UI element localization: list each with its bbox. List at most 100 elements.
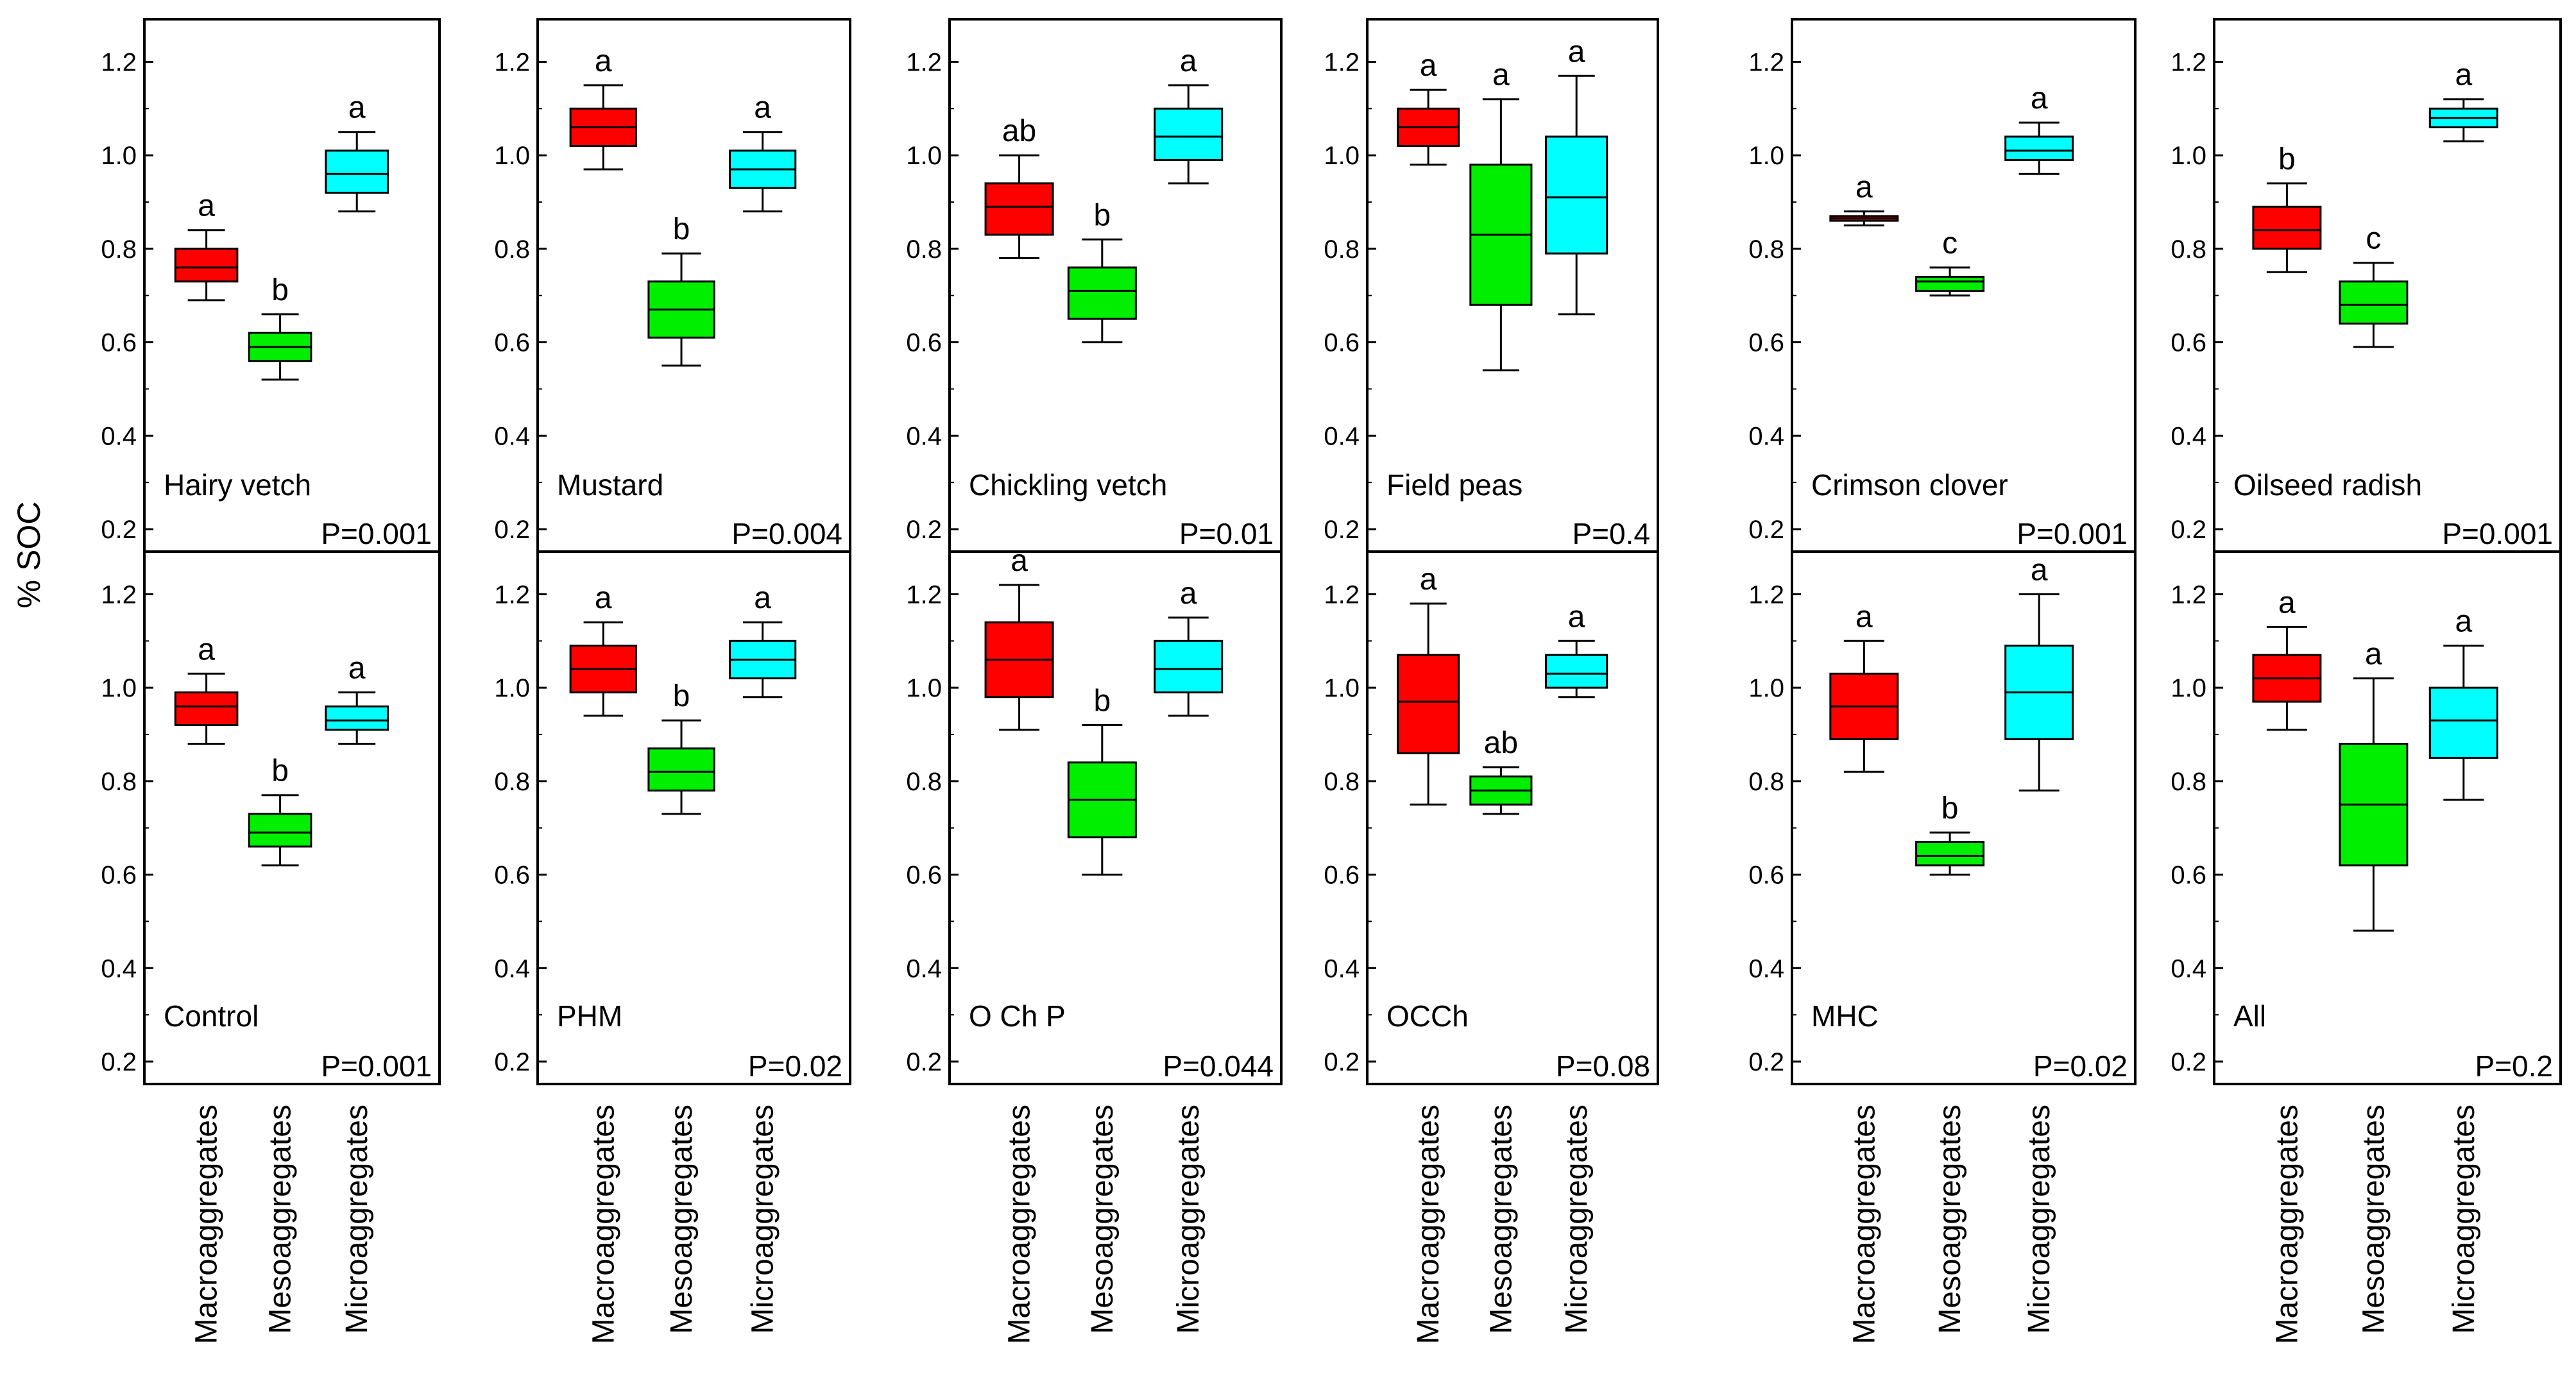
box-mesoaggregates: b: [647, 679, 715, 815]
panel-label: Mustard: [557, 468, 663, 502]
category-label-microaggregates: Microaggregates: [746, 1105, 780, 1334]
panel-crimson-clover: 0.2 0.4 0.6 0.8 1.0 1.2 a c a Crimson clover P=0.0…: [1748, 18, 2137, 553]
panel-frame: [2213, 550, 2562, 1085]
y-tick-label: 0.2: [494, 516, 530, 544]
box-macroaggregates: a: [984, 544, 1054, 731]
y-tick-label: 0.4: [2171, 422, 2206, 450]
box-body: [1545, 654, 1608, 689]
significance-letter: a: [1855, 171, 1873, 205]
box-microaggregates: a: [2428, 605, 2498, 801]
significance-letter: a: [198, 189, 215, 223]
panel-field-peas: 0.2 0.4 0.6 0.8 1.0 1.2 a a a Field peas P=0.4: [1324, 18, 1659, 553]
box-mesoaggregates: a: [1469, 58, 1533, 371]
category-label-mesoaggregates: Mesoaggregates: [2357, 1105, 2391, 1334]
p-value: P=0.001: [2442, 517, 2553, 550]
y-tick-label: 0.6: [906, 861, 942, 890]
panel-phm: 0.2 0.4 0.6 0.8 1.0 1.2 a b a PHM P=0.02 Macroaggre…: [494, 550, 851, 1344]
y-tick-label: 1.0: [2171, 142, 2206, 170]
significance-letter: b: [1941, 792, 1959, 826]
p-value: P=0.001: [2017, 517, 2128, 550]
significance-letter: b: [673, 679, 690, 713]
box-mesoaggregates: b: [248, 754, 312, 867]
significance-letter: b: [271, 273, 289, 307]
y-tick-label: 1.2: [101, 48, 137, 76]
box-macroaggregates: a: [2252, 586, 2322, 731]
significance-letter: a: [754, 581, 771, 615]
category-label-mesoaggregates: Mesoaggregates: [1933, 1105, 1967, 1334]
y-tick-label: 1.2: [1748, 48, 1784, 76]
box-microaggregates: a: [729, 91, 797, 213]
y-tick-label: 1.0: [906, 142, 942, 170]
box-body: [248, 813, 312, 848]
box-body: [1067, 266, 1137, 320]
panel-frame: [536, 550, 851, 1085]
p-value: P=0.4: [1573, 517, 1651, 550]
significance-letter: b: [2278, 142, 2296, 176]
panel-mhc: 0.2 0.4 0.6 0.8 1.0 1.2 a b a MHC P=0.02 Macroaggre…: [1748, 550, 2137, 1344]
significance-letter: a: [1180, 44, 1197, 78]
category-label-macroaggregates: Macroaggregates: [1847, 1105, 1881, 1344]
box-macroaggregates: a: [569, 44, 637, 171]
box-microaggregates: a: [729, 581, 797, 699]
p-value: P=0.2: [2475, 1049, 2554, 1083]
y-tick-label: 0.6: [2171, 861, 2206, 890]
category-label-mesoaggregates: Mesoaggregates: [1484, 1105, 1518, 1334]
y-tick-label: 0.8: [1748, 235, 1784, 264]
panel-frame: [143, 550, 441, 1085]
significance-letter: a: [1420, 563, 1437, 597]
y-tick-label: 1.2: [2171, 48, 2206, 76]
box-body: [2252, 205, 2322, 250]
box-microaggregates: a: [2428, 58, 2498, 142]
y-tick-label: 0.8: [101, 768, 137, 796]
significance-letter: a: [595, 581, 612, 615]
y-tick-label: 1.2: [1324, 48, 1360, 76]
box-body: [174, 248, 239, 283]
significance-letter: ab: [1484, 726, 1518, 760]
y-tick-label: 1.0: [101, 142, 137, 170]
category-label-mesoaggregates: Mesoaggregates: [1086, 1105, 1120, 1334]
y-tick-label: 1.2: [1324, 580, 1360, 609]
panel-label: Crimson clover: [1811, 468, 2008, 502]
y-tick-label: 1.0: [494, 142, 530, 170]
y-tick-label: 0.6: [101, 861, 137, 890]
significance-letter: b: [673, 212, 690, 246]
y-tick-label: 1.0: [1324, 674, 1360, 702]
box-microaggregates: a: [1154, 44, 1224, 185]
y-tick-label: 0.4: [1324, 954, 1360, 983]
significance-letter: a: [198, 632, 215, 666]
box-macroaggregates: b: [2252, 142, 2322, 273]
p-value: P=0.02: [748, 1049, 842, 1083]
y-axis-label: % SOC: [11, 502, 47, 609]
category-label-macroaggregates: Macroaggregates: [1003, 1105, 1037, 1344]
significance-letter: c: [2366, 222, 2381, 256]
significance-letter: a: [754, 91, 771, 125]
box-mesoaggregates: b: [248, 273, 312, 381]
y-tick-label: 0.8: [906, 235, 942, 264]
significance-letter: a: [2031, 81, 2048, 115]
category-label-microaggregates: Microaggregates: [2447, 1105, 2481, 1334]
p-value: P=0.044: [1163, 1049, 1274, 1083]
box-mesoaggregates: ab: [1469, 726, 1533, 815]
box-body: [647, 747, 715, 792]
y-tick-label: 0.2: [101, 1048, 137, 1076]
category-label-mesoaggregates: Mesoaggregates: [665, 1105, 699, 1334]
panel-label: O Ch P: [969, 999, 1066, 1033]
panel-mustard: 0.2 0.4 0.6 0.8 1.0 1.2 a b a Mustard P=0.004: [494, 18, 851, 553]
y-tick-label: 1.0: [494, 674, 530, 702]
y-tick-label: 0.8: [2171, 768, 2206, 796]
category-label-mesoaggregates: Mesoaggregates: [264, 1105, 298, 1334]
y-tick-label: 0.4: [1748, 954, 1784, 983]
panel-oilseed-radish: 0.2 0.4 0.6 0.8 1.0 1.2 b c a Oilseed radish P=0.0…: [2171, 18, 2562, 553]
panel-control: 0.2 0.4 0.6 0.8 1.0 1.2 a b a Control P=0.001 Macro…: [101, 550, 441, 1344]
significance-letter: a: [348, 91, 366, 125]
y-tick-label: 0.6: [101, 329, 137, 357]
y-tick-label: 0.8: [1324, 235, 1360, 264]
y-tick-label: 1.2: [494, 48, 530, 76]
panel-label: Oilseed radish: [2233, 468, 2422, 502]
y-tick-label: 0.2: [1324, 1048, 1360, 1076]
category-label-microaggregates: Microaggregates: [2022, 1105, 2056, 1334]
y-tick-label: 1.2: [2171, 580, 2206, 609]
category-label-macroaggregates: Macroaggregates: [1412, 1105, 1446, 1344]
y-tick-label: 0.6: [1324, 329, 1360, 357]
